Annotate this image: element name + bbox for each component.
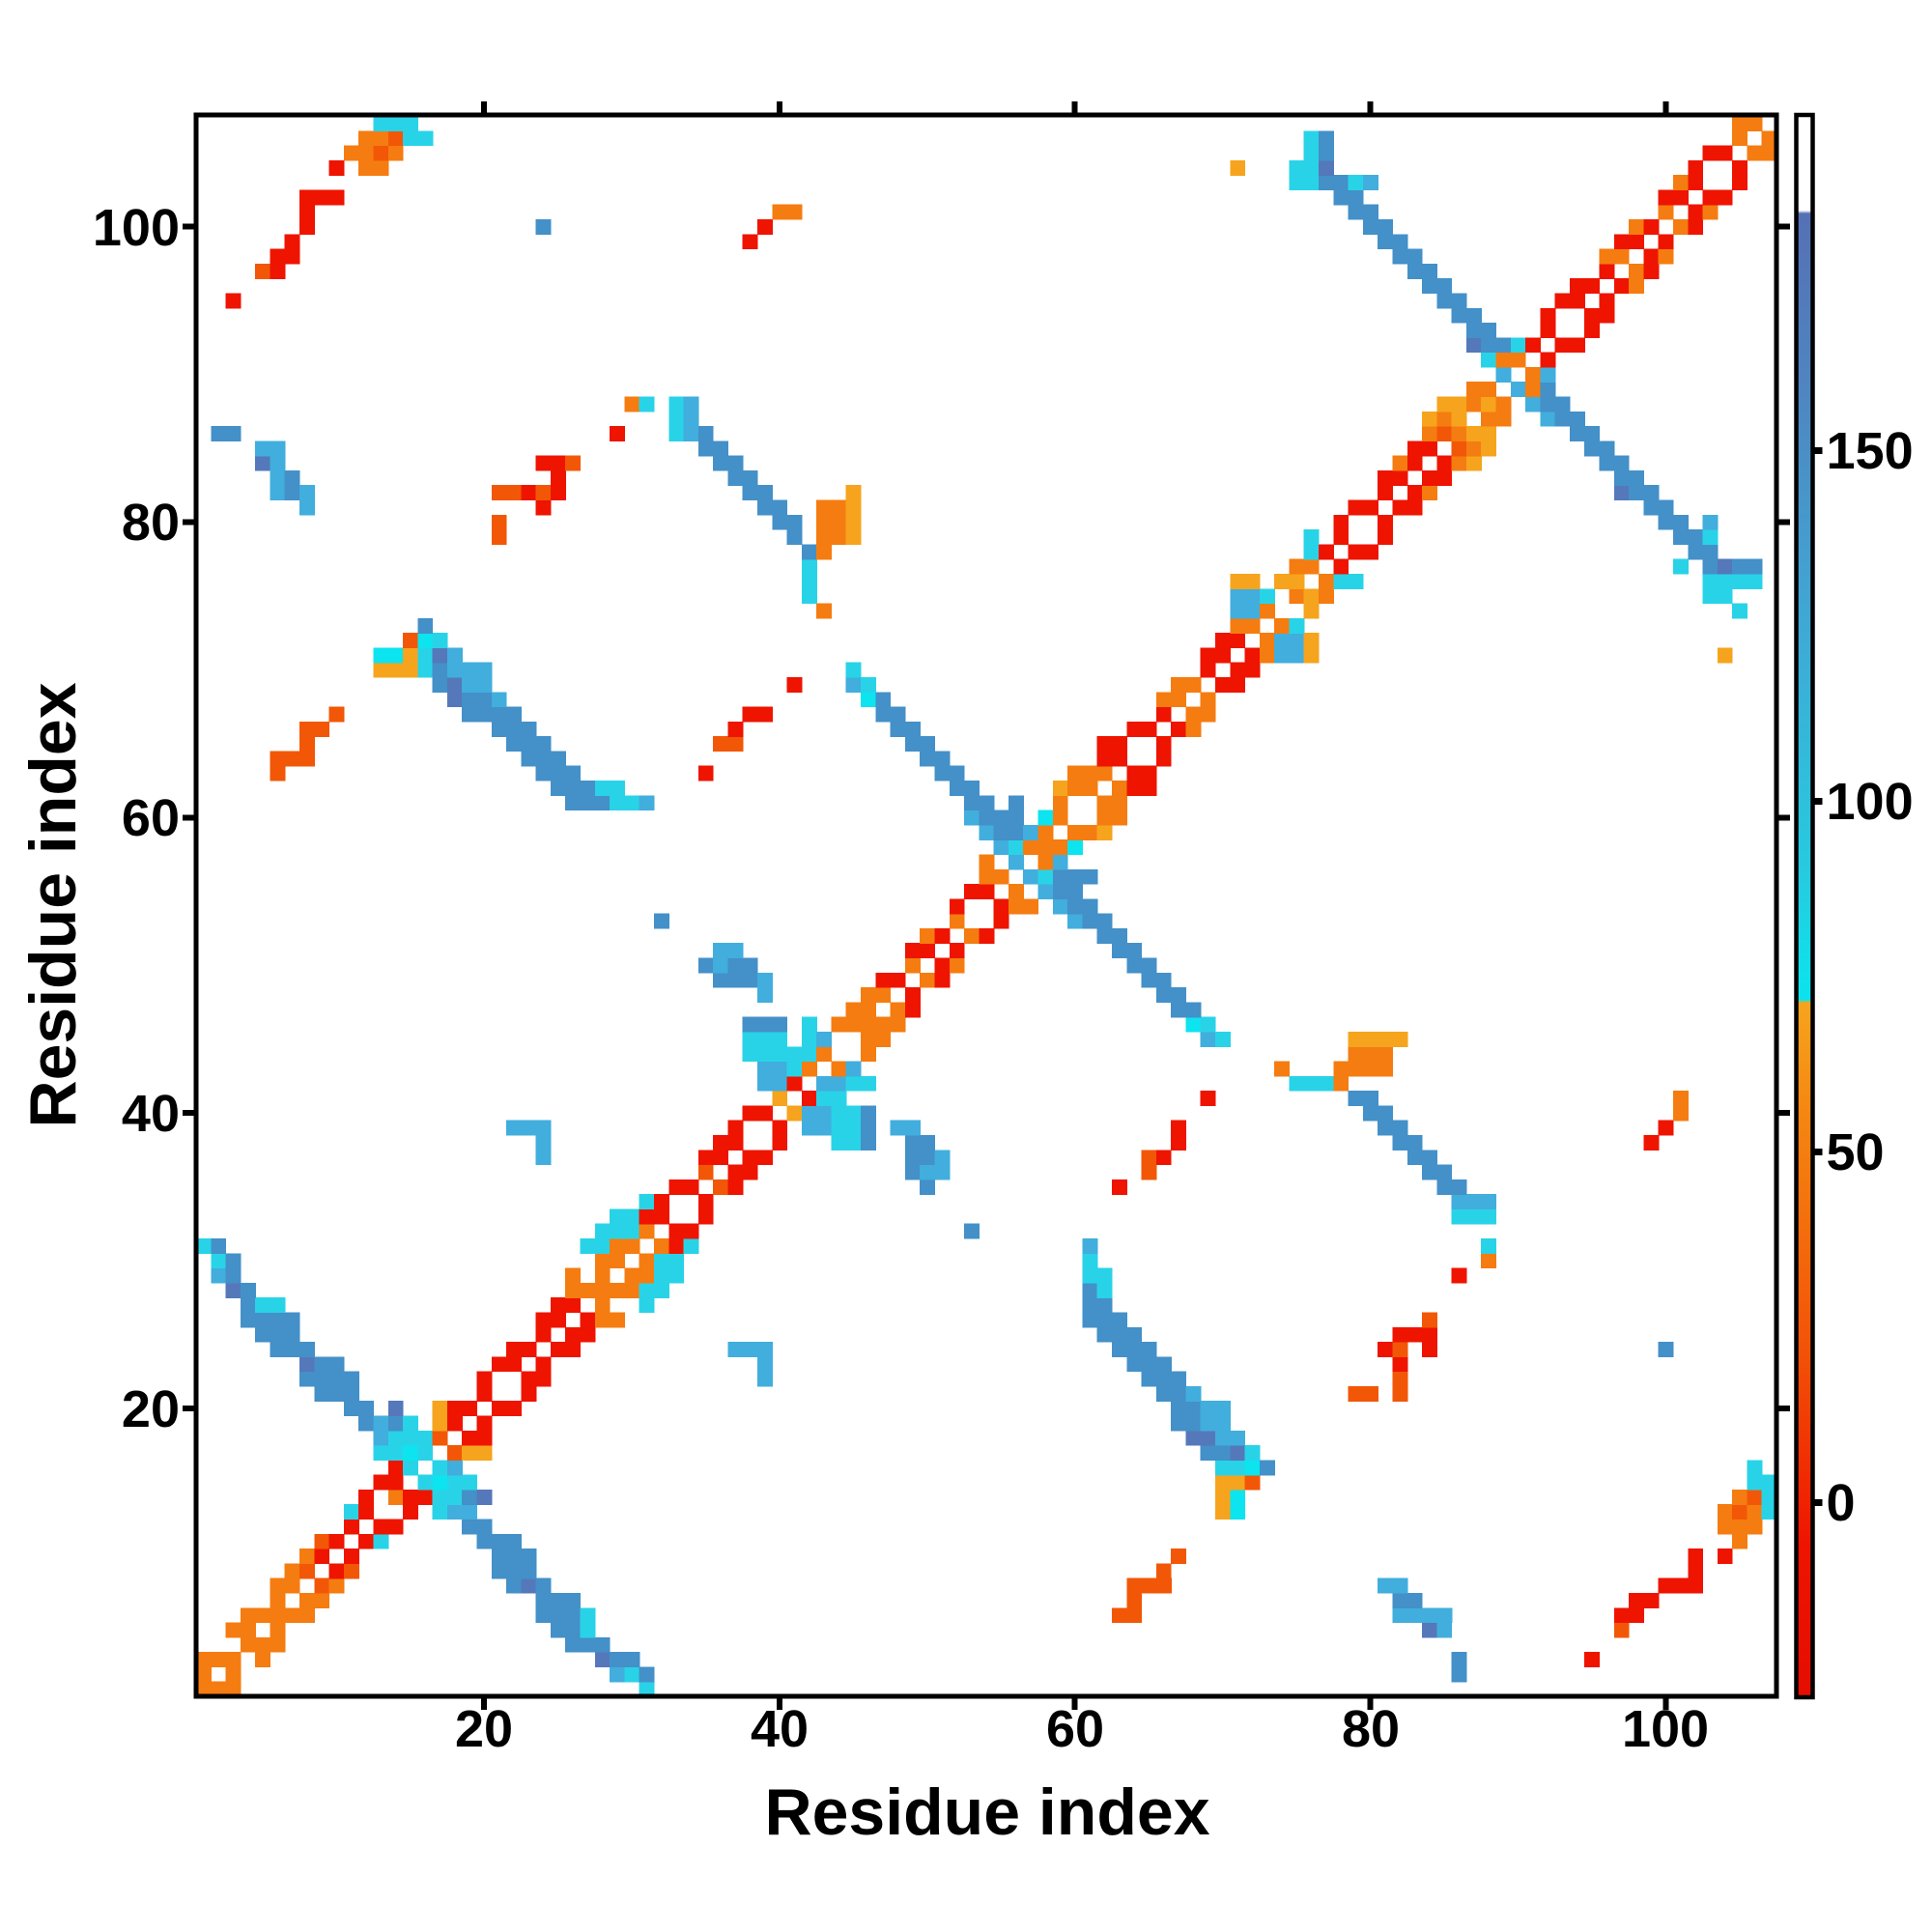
svg-text:60: 60 xyxy=(1046,1700,1104,1758)
svg-text:Residue index: Residue index xyxy=(764,1776,1209,1849)
svg-text:40: 40 xyxy=(751,1700,809,1758)
svg-text:100: 100 xyxy=(93,199,180,257)
svg-text:100: 100 xyxy=(1827,773,1914,831)
svg-text:Residue index: Residue index xyxy=(16,682,90,1127)
svg-text:100: 100 xyxy=(1622,1700,1709,1758)
svg-text:50: 50 xyxy=(1827,1123,1885,1181)
svg-text:80: 80 xyxy=(1342,1700,1400,1758)
svg-text:40: 40 xyxy=(122,1085,180,1143)
svg-text:20: 20 xyxy=(455,1700,513,1758)
svg-text:60: 60 xyxy=(122,789,180,847)
svg-text:0: 0 xyxy=(1827,1474,1856,1532)
svg-text:150: 150 xyxy=(1827,422,1914,480)
svg-text:80: 80 xyxy=(122,494,180,552)
svg-text:20: 20 xyxy=(122,1380,180,1438)
